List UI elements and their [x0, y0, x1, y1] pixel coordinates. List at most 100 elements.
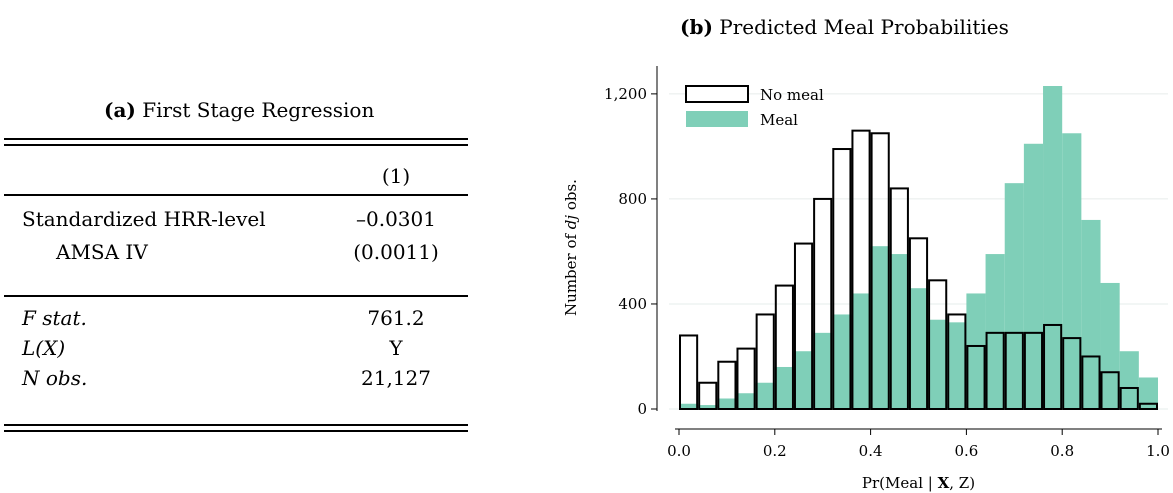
- no-meal-bar: [947, 313, 967, 410]
- meal-bar: [1004, 183, 1024, 409]
- x-axis-label-part: , Z): [949, 474, 975, 492]
- meal-bar: [966, 293, 986, 409]
- no-meal-bar: [736, 347, 756, 410]
- n-obs-text: N obs.: [22, 366, 88, 390]
- no-meal-bar: [1119, 386, 1139, 411]
- x-tick-label: 0.4: [859, 442, 883, 460]
- no-meal-bar: [1100, 371, 1120, 411]
- panel-b-caption-text: Predicted Meal Probabilities: [719, 15, 1009, 39]
- row-value-f-stat: 761.2: [367, 306, 425, 330]
- row-label-f-stat: F stat.: [22, 306, 87, 330]
- x-tick-label: 0.2: [763, 442, 787, 460]
- first-stage-table-panel: (a) First Stage Regression (1) Standardi…: [0, 0, 470, 493]
- histogram-chart: 0 400 800 1,200 0.0 0.2 0.4 0.6 0.8 1.0 Pr(Meal | …: [562, 66, 1170, 492]
- no-meal-bar: [851, 129, 871, 410]
- meal-bar: [679, 403, 699, 409]
- meal-bar: [698, 405, 718, 409]
- meal-bar: [774, 366, 794, 409]
- table-bottom-rule: [4, 424, 468, 426]
- row-label-standardized: Standardized HRR-level: [22, 207, 266, 231]
- no-meal-bar: [774, 284, 794, 411]
- meal-bar: [813, 332, 833, 409]
- panel-a-caption-text: First Stage Regression: [142, 98, 375, 122]
- no-meal-bar: [698, 381, 718, 410]
- table-top-rule-2: [4, 144, 468, 146]
- x-tick-label: 1.0: [1146, 442, 1170, 460]
- table-bottom-rule-2: [4, 430, 468, 432]
- x-axis-label: Pr(Meal | X, Z): [862, 474, 975, 492]
- meal-bar: [1023, 143, 1044, 410]
- panel-a-caption: (a) First Stage Regression: [104, 98, 374, 122]
- no-meal-bar: [755, 313, 775, 410]
- no-meal-bar: [985, 331, 1005, 410]
- no-meal-bar: [928, 279, 948, 410]
- no-meal-bar: [889, 187, 909, 410]
- legend-no-meal-label: No meal: [760, 86, 824, 104]
- meal-bar: [1081, 219, 1101, 409]
- no-meal-bar: [717, 360, 737, 411]
- no-meal-bar: [832, 148, 852, 410]
- legend-meal-swatch: [686, 111, 748, 127]
- meal-bar: [928, 319, 948, 409]
- no-meal-bar: [1043, 323, 1063, 410]
- column-header: (1): [381, 164, 411, 188]
- meal-bar: [793, 351, 814, 409]
- meal-bar: [1043, 86, 1063, 409]
- x-axis-label-part: Pr(Meal |: [862, 474, 938, 492]
- no-meal-bar: [908, 237, 929, 410]
- meal-bar: [1138, 377, 1158, 409]
- meal-bar: [889, 254, 909, 409]
- no-meal-bar: [1138, 402, 1159, 410]
- y-tick-label: 800: [618, 190, 647, 208]
- x-tick-label: 0.6: [954, 442, 978, 460]
- x-tick-label: 0.8: [1050, 442, 1074, 460]
- meal-bar: [870, 246, 890, 409]
- row-label-lx: L(X): [22, 336, 65, 360]
- x-axis-label-part: X: [938, 474, 950, 492]
- no-meal-bar: [813, 197, 833, 410]
- legend-meal-label: Meal: [760, 111, 798, 129]
- meal-bar: [755, 382, 775, 409]
- row-value-coefficient: –0.0301: [356, 207, 436, 231]
- no-meal-bar: [870, 132, 890, 411]
- meal-bar: [908, 288, 929, 409]
- meal-bar: [832, 314, 852, 409]
- no-meal-bar: [1062, 337, 1082, 410]
- y-tick-label: 1,200: [604, 85, 647, 103]
- middle-rule: [4, 295, 468, 297]
- y-axis-label-part: Number of: [562, 229, 580, 316]
- meal-bar: [717, 398, 737, 409]
- row-label-amsa-iv: AMSA IV: [56, 240, 148, 264]
- panel-b-caption: (b) Predicted Meal Probabilities: [680, 15, 1009, 39]
- row-value-n-obs: 21,127: [361, 366, 431, 390]
- meal-bar: [985, 254, 1005, 409]
- meal-bar: [736, 393, 756, 409]
- y-axis-label: Number of dj obs.: [562, 179, 580, 316]
- meal-bar: [1062, 133, 1082, 409]
- header-rule: [4, 194, 468, 196]
- y-tick-label: 400: [618, 295, 647, 313]
- y-axis-label-part: dj: [562, 215, 580, 230]
- row-value-standard-error: (0.0011): [353, 240, 439, 264]
- panel-b-caption-letter: (b): [680, 15, 713, 39]
- meal-bar: [851, 293, 871, 409]
- legend-no-meal-swatch: [685, 85, 749, 103]
- panel-a-caption-letter: (a): [104, 98, 136, 122]
- no-meal-bar: [1081, 355, 1101, 410]
- meal-probability-chart-panel: (b) Predicted Meal Probabilities 0 400 800…: [520, 0, 1173, 493]
- no-meal-bar: [1004, 331, 1024, 410]
- no-meal-bar: [679, 334, 699, 411]
- x-tick-label: 0.0: [667, 442, 691, 460]
- no-meal-bar: [966, 344, 986, 411]
- lx-text: L(X): [22, 336, 66, 360]
- y-tick-label: 0: [637, 400, 647, 418]
- no-meal-bar: [793, 242, 814, 410]
- meal-bar: [1119, 351, 1139, 409]
- y-axis-label-part: obs.: [562, 179, 580, 215]
- no-meal-bar: [1023, 331, 1044, 410]
- meal-bar: [1100, 282, 1120, 409]
- meal-bar: [947, 322, 967, 409]
- row-label-n-obs: N obs.: [22, 366, 87, 390]
- row-value-lx: Y: [389, 336, 403, 360]
- f-stat-text: F stat.: [22, 306, 87, 330]
